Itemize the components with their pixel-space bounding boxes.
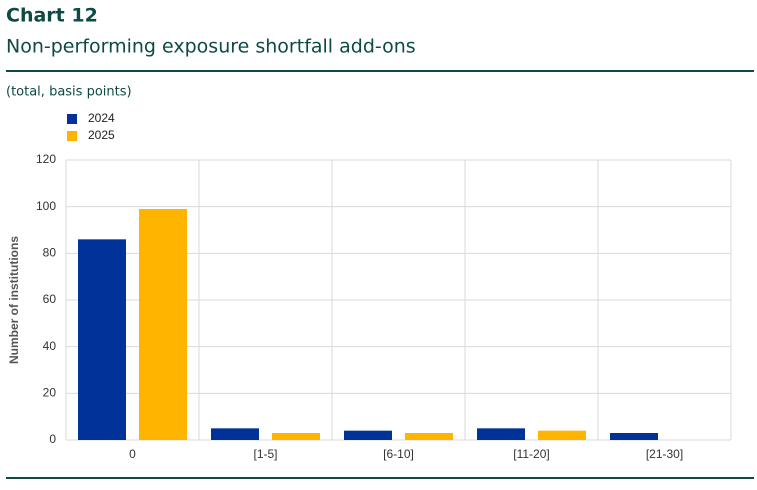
- bar: [139, 209, 187, 440]
- chart-label: Chart 12: [6, 5, 98, 27]
- y-tick-label: 60: [43, 292, 57, 306]
- bar: [538, 430, 586, 440]
- y-tick-label: 120: [36, 152, 56, 166]
- bar: [272, 433, 320, 440]
- y-tick-label: 100: [36, 199, 56, 213]
- legend-label: 2025: [88, 128, 115, 142]
- chart-subtitle: (total, basis points): [6, 85, 132, 100]
- y-tick-label: 0: [49, 432, 56, 446]
- x-tick-label: [11-20]: [513, 447, 549, 461]
- y-tick-label: 40: [43, 339, 57, 353]
- bar: [610, 433, 658, 440]
- x-tick-label: [6-10]: [383, 447, 414, 461]
- chart-title: Non-performing exposure shortfall add-on…: [6, 36, 416, 58]
- legend-swatch: [67, 131, 77, 141]
- y-tick-label: 80: [43, 246, 57, 260]
- legend-swatch: [67, 114, 77, 124]
- bar: [344, 430, 392, 440]
- y-axis-label: Number of institutions: [7, 236, 21, 364]
- bar: [211, 428, 259, 440]
- x-tick-label: [21-30]: [646, 447, 683, 461]
- x-tick-label: [1-5]: [253, 447, 277, 461]
- bar: [405, 433, 453, 440]
- legend-label: 2024: [88, 111, 115, 125]
- bar: [477, 428, 525, 440]
- x-tick-label: 0: [129, 447, 136, 461]
- y-tick-label: 20: [43, 386, 57, 400]
- bar: [78, 239, 126, 440]
